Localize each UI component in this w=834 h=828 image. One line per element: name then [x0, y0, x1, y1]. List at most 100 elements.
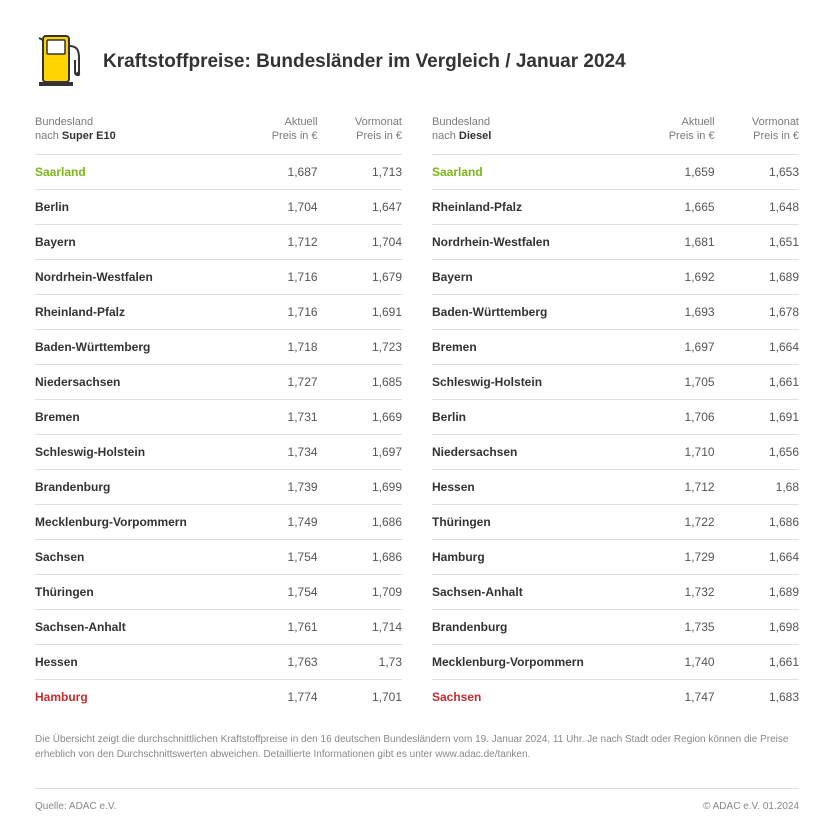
table-row: Niedersachsen1,7271,685 [35, 364, 402, 399]
cell-state: Mecklenburg-Vorpommern [432, 644, 630, 679]
cell-prev: 1,68 [715, 469, 799, 504]
cell-state: Berlin [35, 189, 233, 224]
cell-current: 1,747 [630, 679, 714, 714]
table-row: Hamburg1,7741,701 [35, 679, 402, 714]
col-header-prev: VormonatPreis in € [715, 115, 799, 154]
cell-state: Rheinland-Pfalz [432, 189, 630, 224]
cell-prev: 1,651 [715, 224, 799, 259]
cell-prev: 1,691 [715, 399, 799, 434]
cell-current: 1,712 [630, 469, 714, 504]
table-row: Brandenburg1,7391,699 [35, 469, 402, 504]
cell-current: 1,754 [233, 539, 317, 574]
cell-current: 1,734 [233, 434, 317, 469]
cell-current: 1,705 [630, 364, 714, 399]
table-row: Baden-Württemberg1,6931,678 [432, 294, 799, 329]
col-header-current: AktuellPreis in € [630, 115, 714, 154]
cell-current: 1,729 [630, 539, 714, 574]
cell-state: Nordrhein-Westfalen [35, 259, 233, 294]
cell-prev: 1,691 [318, 294, 402, 329]
table-row: Brandenburg1,7351,698 [432, 609, 799, 644]
table-row: Schleswig-Holstein1,7341,697 [35, 434, 402, 469]
cell-prev: 1,678 [715, 294, 799, 329]
col-header-prev: VormonatPreis in € [318, 115, 402, 154]
cell-current: 1,749 [233, 504, 317, 539]
cell-state: Rheinland-Pfalz [35, 294, 233, 329]
cell-state: Bayern [432, 259, 630, 294]
cell-prev: 1,697 [318, 434, 402, 469]
cell-prev: 1,699 [318, 469, 402, 504]
cell-prev: 1,709 [318, 574, 402, 609]
cell-current: 1,704 [233, 189, 317, 224]
cell-state: Bremen [432, 329, 630, 364]
cell-current: 1,665 [630, 189, 714, 224]
cell-current: 1,712 [233, 224, 317, 259]
table-row: Rheinland-Pfalz1,7161,691 [35, 294, 402, 329]
cell-current: 1,735 [630, 609, 714, 644]
table-row: Bremen1,6971,664 [432, 329, 799, 364]
header: Kraftstoffpreise: Bundesländer im Vergle… [35, 30, 799, 93]
cell-current: 1,710 [630, 434, 714, 469]
cell-prev: 1,664 [715, 329, 799, 364]
table-diesel: Bundesland nach Diesel AktuellPreis in €… [432, 115, 799, 714]
cell-state: Brandenburg [35, 469, 233, 504]
cell-current: 1,716 [233, 259, 317, 294]
cell-prev: 1,661 [715, 644, 799, 679]
cell-state: Hamburg [35, 679, 233, 714]
table-row: Hamburg1,7291,664 [432, 539, 799, 574]
table-row: Sachsen-Anhalt1,7321,689 [432, 574, 799, 609]
cell-current: 1,727 [233, 364, 317, 399]
cell-current: 1,763 [233, 644, 317, 679]
cell-current: 1,681 [630, 224, 714, 259]
table-row: Nordrhein-Westfalen1,7161,679 [35, 259, 402, 294]
fuel-pump-icon [35, 30, 85, 93]
copyright-label: © ADAC e.V. 01.2024 [703, 801, 799, 812]
cell-prev: 1,648 [715, 189, 799, 224]
cell-prev: 1,685 [318, 364, 402, 399]
table-row: Thüringen1,7541,709 [35, 574, 402, 609]
table-row: Saarland1,6591,653 [432, 154, 799, 189]
cell-current: 1,740 [630, 644, 714, 679]
cell-state: Thüringen [432, 504, 630, 539]
col-header-state: Bundesland nach Super E10 [35, 115, 233, 154]
footnote: Die Übersicht zeigt die durchschnittlich… [35, 732, 799, 762]
tables-container: Bundesland nach Super E10 AktuellPreis i… [35, 115, 799, 714]
cell-prev: 1,656 [715, 434, 799, 469]
cell-state: Saarland [35, 154, 233, 189]
col-header-state: Bundesland nach Diesel [432, 115, 630, 154]
source-label: Quelle: ADAC e.V. [35, 801, 116, 812]
cell-prev: 1,698 [715, 609, 799, 644]
table-row: Mecklenburg-Vorpommern1,7401,661 [432, 644, 799, 679]
cell-current: 1,732 [630, 574, 714, 609]
table-row: Sachsen-Anhalt1,7611,714 [35, 609, 402, 644]
cell-state: Brandenburg [432, 609, 630, 644]
table-row: Nordrhein-Westfalen1,6811,651 [432, 224, 799, 259]
cell-state: Hessen [432, 469, 630, 504]
table-row: Hessen1,7631,73 [35, 644, 402, 679]
cell-state: Baden-Württemberg [35, 329, 233, 364]
cell-state: Niedersachsen [35, 364, 233, 399]
table-row: Bayern1,7121,704 [35, 224, 402, 259]
cell-current: 1,697 [630, 329, 714, 364]
cell-state: Sachsen-Anhalt [432, 574, 630, 609]
cell-state: Sachsen-Anhalt [35, 609, 233, 644]
cell-prev: 1,689 [715, 574, 799, 609]
cell-prev: 1,683 [715, 679, 799, 714]
table-row: Mecklenburg-Vorpommern1,7491,686 [35, 504, 402, 539]
cell-current: 1,659 [630, 154, 714, 189]
cell-prev: 1,713 [318, 154, 402, 189]
cell-current: 1,693 [630, 294, 714, 329]
cell-state: Thüringen [35, 574, 233, 609]
table-row: Sachsen1,7471,683 [432, 679, 799, 714]
cell-current: 1,754 [233, 574, 317, 609]
cell-state: Sachsen [35, 539, 233, 574]
cell-state: Hessen [35, 644, 233, 679]
table-row: Bremen1,7311,669 [35, 399, 402, 434]
cell-state: Saarland [432, 154, 630, 189]
cell-current: 1,718 [233, 329, 317, 364]
cell-prev: 1,686 [715, 504, 799, 539]
cell-current: 1,774 [233, 679, 317, 714]
cell-current: 1,761 [233, 609, 317, 644]
cell-prev: 1,653 [715, 154, 799, 189]
cell-prev: 1,689 [715, 259, 799, 294]
cell-prev: 1,704 [318, 224, 402, 259]
